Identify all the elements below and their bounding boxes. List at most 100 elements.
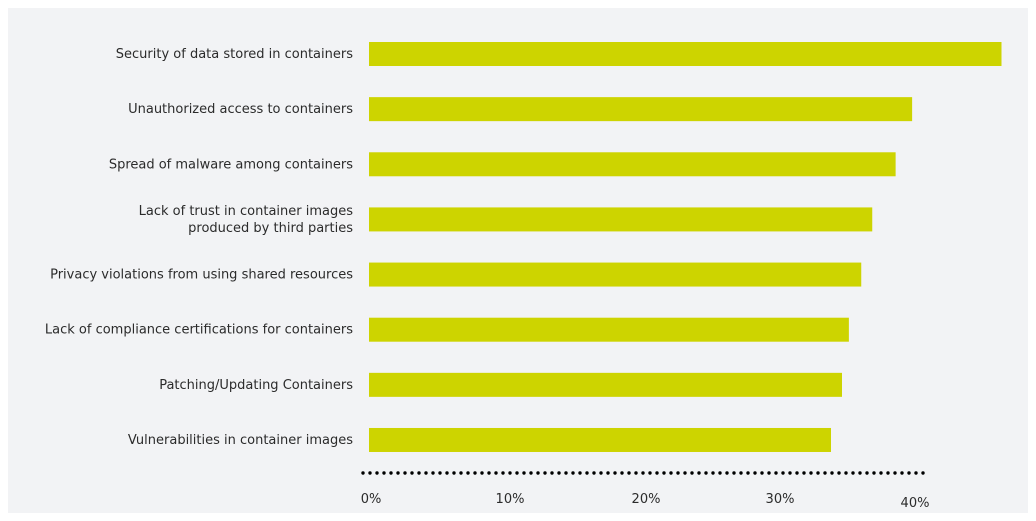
axis-dot xyxy=(466,471,469,474)
axis-dot xyxy=(893,471,896,474)
x-tick-label-4: 30% xyxy=(766,492,795,507)
x-tick-label-1: 0% xyxy=(361,492,382,507)
axis-dot xyxy=(480,471,483,474)
category-label-4-line-1: Lack of trust in container images xyxy=(139,204,354,219)
axis-dot xyxy=(431,471,434,474)
chart-background: Security of data stored in containers Una… xyxy=(8,8,1028,513)
axis-dot xyxy=(746,471,749,474)
axis-dot xyxy=(753,471,756,474)
x-tick-labels-group: 0% 10% 20% 30% 40% xyxy=(361,492,930,511)
axis-dot xyxy=(445,471,448,474)
axis-dot xyxy=(774,471,777,474)
category-labels-group: Security of data stored in containers Una… xyxy=(45,47,353,448)
axis-dot xyxy=(886,471,889,474)
axis-dot xyxy=(578,471,581,474)
axis-dot xyxy=(865,471,868,474)
axis-dot xyxy=(690,471,693,474)
axis-dot xyxy=(410,471,413,474)
axis-dot xyxy=(606,471,609,474)
category-label-8: Vulnerabilities in container images xyxy=(128,433,353,448)
axis-dot xyxy=(641,471,644,474)
axis-dot xyxy=(669,471,672,474)
axis-dot xyxy=(683,471,686,474)
x-tick-label-2: 10% xyxy=(496,492,525,507)
axis-dot xyxy=(739,471,742,474)
axis-dot xyxy=(844,471,847,474)
category-label-7: Patching/Updating Containers xyxy=(159,378,353,393)
axis-dot xyxy=(487,471,490,474)
axis-dot xyxy=(557,471,560,474)
axis-dot xyxy=(508,471,511,474)
axis-dot xyxy=(564,471,567,474)
axis-dot xyxy=(900,471,903,474)
bar-6 xyxy=(369,318,849,342)
axis-dot xyxy=(403,471,406,474)
axis-dot xyxy=(515,471,518,474)
bar-4 xyxy=(369,207,872,231)
axis-dot xyxy=(634,471,637,474)
category-label-3: Spread of malware among containers xyxy=(109,157,353,172)
axis-dot xyxy=(732,471,735,474)
axis-dot xyxy=(872,471,875,474)
axis-dot xyxy=(543,471,546,474)
axis-dot xyxy=(795,471,798,474)
bar-1 xyxy=(369,42,1002,66)
bar-3 xyxy=(369,152,896,176)
axis-dot xyxy=(389,471,392,474)
category-label-6: Lack of compliance certifications for co… xyxy=(45,323,353,338)
axis-dot xyxy=(788,471,791,474)
category-label-1: Security of data stored in containers xyxy=(116,47,353,62)
category-label-5: Privacy violations from using shared res… xyxy=(50,268,353,283)
axis-dot xyxy=(907,471,910,474)
axis-dot xyxy=(382,471,385,474)
axis-dot xyxy=(368,471,371,474)
axis-dot xyxy=(494,471,497,474)
axis-dot xyxy=(424,471,427,474)
axis-dot xyxy=(501,471,504,474)
axis-dot xyxy=(599,471,602,474)
bar-2 xyxy=(369,97,912,121)
axis-dot xyxy=(718,471,721,474)
axis-dot xyxy=(361,471,364,474)
bars-group xyxy=(369,42,1002,452)
axis-dot xyxy=(830,471,833,474)
axis-dot xyxy=(725,471,728,474)
axis-dot xyxy=(711,471,714,474)
x-tick-label-3: 20% xyxy=(632,492,661,507)
category-label-2: Unauthorized access to containers xyxy=(128,102,353,117)
axis-dot xyxy=(585,471,588,474)
axis-dot xyxy=(613,471,616,474)
axis-dot xyxy=(767,471,770,474)
axis-dot xyxy=(676,471,679,474)
axis-dot xyxy=(697,471,700,474)
axis-dot xyxy=(662,471,665,474)
axis-dot xyxy=(550,471,553,474)
x-tick-label-5: 40% xyxy=(901,496,930,511)
axis-dot xyxy=(522,471,525,474)
axis-dot xyxy=(459,471,462,474)
axis-dot xyxy=(648,471,651,474)
bar-chart: Security of data stored in containers Una… xyxy=(8,8,1028,513)
axis-dot xyxy=(396,471,399,474)
x-axis xyxy=(361,471,924,474)
axis-dot xyxy=(571,471,574,474)
axis-dot xyxy=(473,471,476,474)
axis-dot xyxy=(375,471,378,474)
axis-dot xyxy=(837,471,840,474)
category-label-4-line-2: produced by third parties xyxy=(188,221,353,236)
axis-dot xyxy=(704,471,707,474)
axis-dot xyxy=(879,471,882,474)
axis-dot xyxy=(760,471,763,474)
bar-8 xyxy=(369,428,831,452)
axis-dot xyxy=(802,471,805,474)
axis-dot xyxy=(438,471,441,474)
axis-dot xyxy=(592,471,595,474)
axis-dot xyxy=(921,471,924,474)
axis-dot xyxy=(529,471,532,474)
axis-dot xyxy=(858,471,861,474)
axis-dot xyxy=(627,471,630,474)
bar-5 xyxy=(369,263,861,287)
bar-7 xyxy=(369,373,842,397)
axis-dot xyxy=(536,471,539,474)
axis-dot xyxy=(914,471,917,474)
